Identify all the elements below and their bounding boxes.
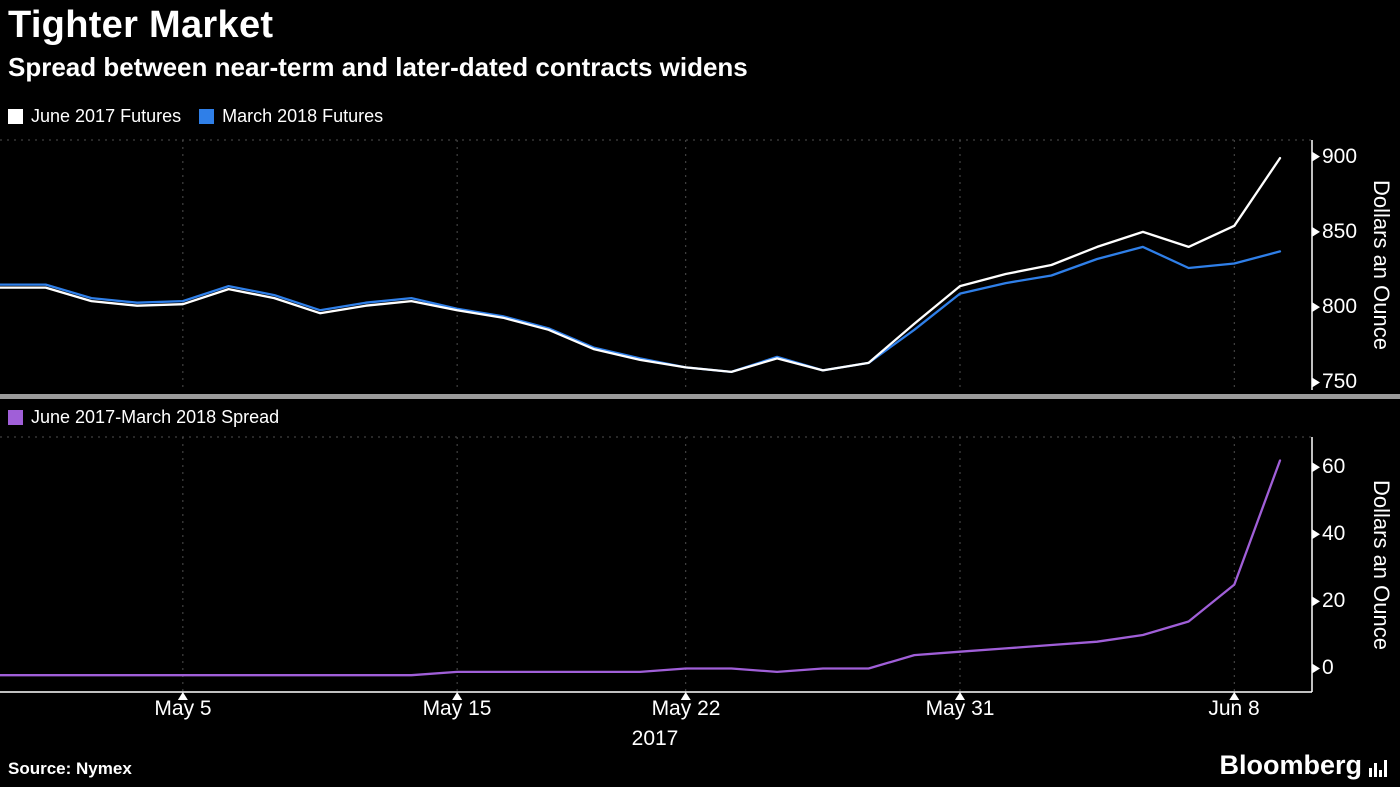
source-credit: Source: Nymex: [8, 759, 132, 778]
spread-legend: June 2017-March 2018 Spread: [8, 407, 297, 428]
y-tick-label-800: 800: [1322, 295, 1358, 318]
bloomberg-chart-bars-icon: [1369, 760, 1387, 777]
y-axis-tick-arrow: [1312, 663, 1320, 674]
y-axis-tick-arrow: [1312, 462, 1320, 473]
x-tick-label-may5: May 5: [154, 697, 212, 720]
y-tick-label-0: 0: [1322, 656, 1334, 679]
series-line: [0, 459, 1282, 677]
x-axis-tick-arrow: [452, 692, 463, 700]
bloomberg-logo: Bloomberg: [1219, 750, 1388, 781]
series-line: [0, 156, 1282, 374]
spread-swatch: [8, 410, 23, 425]
y-tick-label-900: 900: [1322, 145, 1358, 168]
x-tick-label-may22: May 22: [651, 697, 721, 720]
y-tick-label-850: 850: [1322, 220, 1358, 243]
x-tick-label-may31: May 31: [925, 697, 995, 720]
x-axis-tick-arrow: [955, 692, 965, 700]
y-tick-label-40: 40: [1322, 522, 1346, 545]
panel-separator: [0, 394, 1400, 399]
page-subtitle: Spread between near-term and later-dated…: [8, 52, 748, 82]
x-tick-label-jun8: Jun 8: [1208, 697, 1260, 720]
x-axis-tick-arrow: [177, 692, 188, 700]
y-axis-tick-arrow: [1312, 226, 1320, 237]
y-axis-tick-arrow: [1312, 302, 1320, 313]
series-line: [0, 245, 1282, 374]
june-2017-futures-label: June 2017 Futures: [31, 106, 182, 126]
y-axis-tick-arrow: [1312, 151, 1320, 162]
y-axis-tick-arrow: [1312, 529, 1320, 540]
x-axis-tick-arrow: [1229, 692, 1240, 700]
y-tick-label-750: 750: [1322, 370, 1358, 393]
y-axis-tick-arrow: [1312, 596, 1320, 607]
futures-legend: June 2017 Futures March 2018 Futures: [8, 106, 401, 127]
y-axis-title-bottom: Dollars an Ounce: [1369, 479, 1394, 650]
march-2018-futures-swatch: [199, 109, 215, 124]
x-axis-tick-arrow: [680, 692, 691, 700]
march-2018-futures-label: March 2018 Futures: [222, 106, 384, 126]
page-title: Tighter Market: [8, 4, 274, 46]
spread-label: June 2017-March 2018 Spread: [31, 407, 280, 427]
x-tick-label-may15: May 15: [422, 697, 492, 720]
bloomberg-wordmark: Bloomberg: [1219, 750, 1362, 780]
y-axis-title-top: Dollars an Ounce: [1369, 180, 1394, 350]
x-axis-year-label: 2017: [631, 727, 679, 750]
y-tick-label-20: 20: [1322, 589, 1346, 612]
june-2017-futures-swatch: [8, 109, 23, 124]
y-axis-tick-arrow: [1312, 377, 1320, 388]
y-tick-label-60: 60: [1322, 455, 1346, 478]
